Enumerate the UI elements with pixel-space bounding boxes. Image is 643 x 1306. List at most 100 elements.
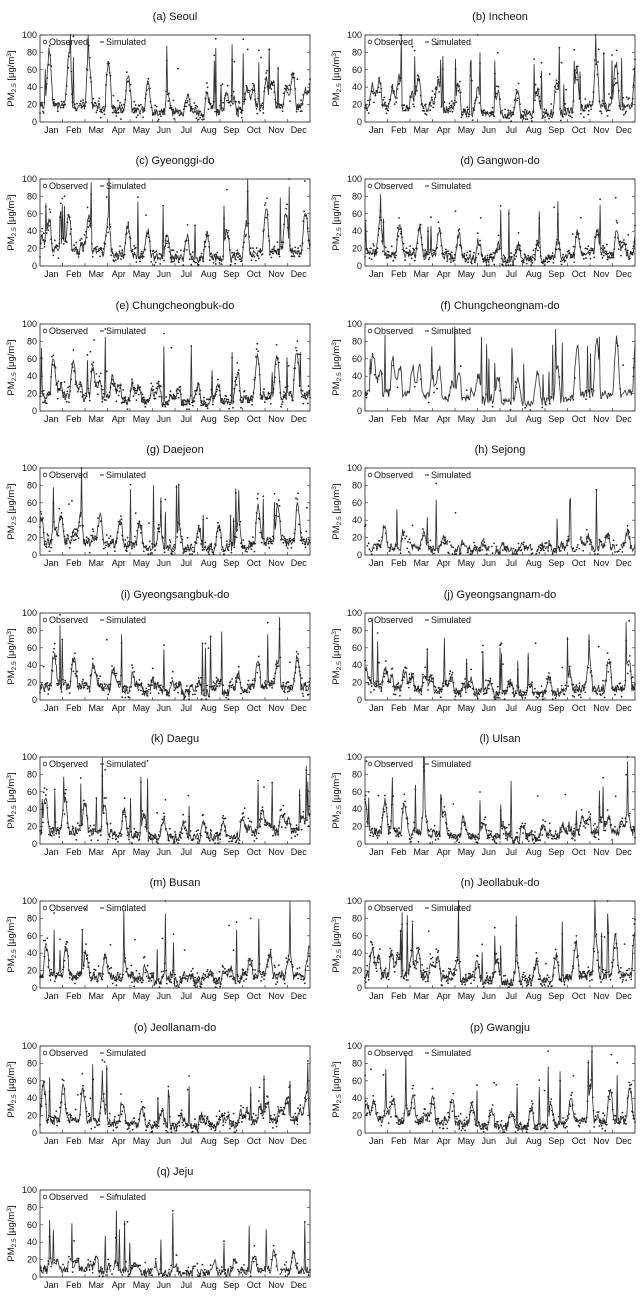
observed-point	[542, 263, 544, 265]
observed-point	[78, 253, 80, 255]
observed-point	[230, 837, 232, 839]
observed-point	[207, 86, 209, 88]
observed-point	[217, 378, 219, 380]
observed-point	[239, 102, 241, 104]
observed-point	[454, 974, 456, 976]
observed-point	[167, 247, 169, 249]
observed-point	[242, 247, 244, 249]
observed-point	[64, 104, 66, 106]
observed-point	[380, 683, 382, 685]
observed-point	[260, 980, 262, 982]
observed-point	[251, 260, 253, 262]
observed-point	[86, 683, 88, 685]
observed-point	[55, 976, 57, 978]
observed-point	[383, 527, 385, 529]
observed-point	[251, 548, 253, 550]
observed-point	[225, 95, 227, 97]
y-tick-label: 60	[352, 931, 362, 941]
observed-point	[630, 545, 632, 547]
y-label-close: ]	[331, 917, 342, 920]
observed-point	[454, 254, 456, 256]
observed-point	[475, 257, 477, 259]
observed-point	[506, 690, 508, 692]
legend-observed-marker	[43, 618, 47, 622]
observed-point	[622, 109, 624, 111]
observed-point	[625, 639, 627, 641]
observed-point	[411, 258, 413, 260]
observed-point	[499, 551, 501, 553]
observed-point	[492, 839, 494, 841]
observed-point	[625, 249, 627, 251]
observed-point	[167, 94, 169, 96]
observed-point	[573, 547, 575, 549]
observed-point	[181, 981, 183, 983]
observed-point	[276, 829, 278, 831]
observed-point	[553, 548, 555, 550]
observed-point	[384, 672, 386, 674]
x-tick-label: Feb	[66, 414, 82, 424]
observed-point	[588, 252, 590, 254]
observed-point	[237, 838, 239, 840]
y-label-pm: PM	[6, 237, 17, 251]
observed-point	[573, 399, 575, 401]
observed-point	[302, 402, 304, 404]
observed-point	[67, 683, 69, 685]
observed-point	[584, 98, 586, 100]
observed-point	[90, 535, 92, 537]
observed-point	[432, 107, 434, 109]
y-axis-label-m: PM2.5 [µg/m3]	[6, 917, 18, 973]
observed-point	[607, 253, 609, 255]
observed-point	[150, 250, 152, 252]
observed-point	[263, 538, 265, 540]
observed-point	[73, 349, 75, 351]
observed-point	[210, 971, 212, 973]
observed-point	[528, 683, 530, 685]
panel-title-i: (i) Gyeongsangbuk-do	[121, 589, 230, 601]
x-tick-label: Aug	[201, 414, 217, 424]
observed-point	[516, 832, 518, 834]
y-label-close: ]	[331, 484, 342, 487]
observed-point	[393, 253, 395, 255]
observed-point	[61, 104, 63, 106]
observed-point	[432, 677, 434, 679]
observed-point	[240, 542, 242, 544]
observed-point	[287, 87, 289, 89]
observed-point	[284, 396, 286, 398]
observed-point	[285, 545, 287, 547]
observed-point	[604, 102, 606, 104]
y-tick-label: 60	[352, 354, 362, 364]
observed-point	[96, 112, 98, 114]
observed-point	[104, 113, 106, 115]
observed-point	[47, 394, 49, 396]
x-tick-label: Dec	[291, 414, 308, 424]
observed-point	[544, 542, 546, 544]
observed-point	[508, 213, 510, 215]
observed-point	[282, 103, 284, 105]
observed-point	[282, 242, 284, 244]
observed-point	[631, 102, 633, 104]
observed-point	[629, 813, 631, 815]
observed-point	[366, 545, 368, 547]
observed-point	[101, 248, 103, 250]
observed-point	[398, 959, 400, 961]
observed-point	[140, 392, 142, 394]
observed-point	[630, 104, 632, 106]
observed-point	[203, 397, 205, 399]
observed-point	[369, 679, 371, 681]
observed-point	[216, 252, 218, 254]
observed-point	[473, 693, 475, 695]
observed-point	[218, 978, 220, 980]
observed-point	[568, 250, 570, 252]
observed-point	[541, 685, 543, 687]
observed-point	[41, 832, 43, 834]
observed-point	[59, 939, 61, 941]
observed-point	[482, 540, 484, 542]
observed-point	[400, 77, 402, 79]
observed-point	[587, 114, 589, 116]
observed-point	[86, 237, 88, 239]
y-label-pm: PM	[6, 670, 17, 684]
observed-point	[150, 261, 152, 263]
observed-point	[234, 263, 236, 265]
observed-point	[561, 666, 563, 668]
observed-point	[549, 403, 551, 405]
